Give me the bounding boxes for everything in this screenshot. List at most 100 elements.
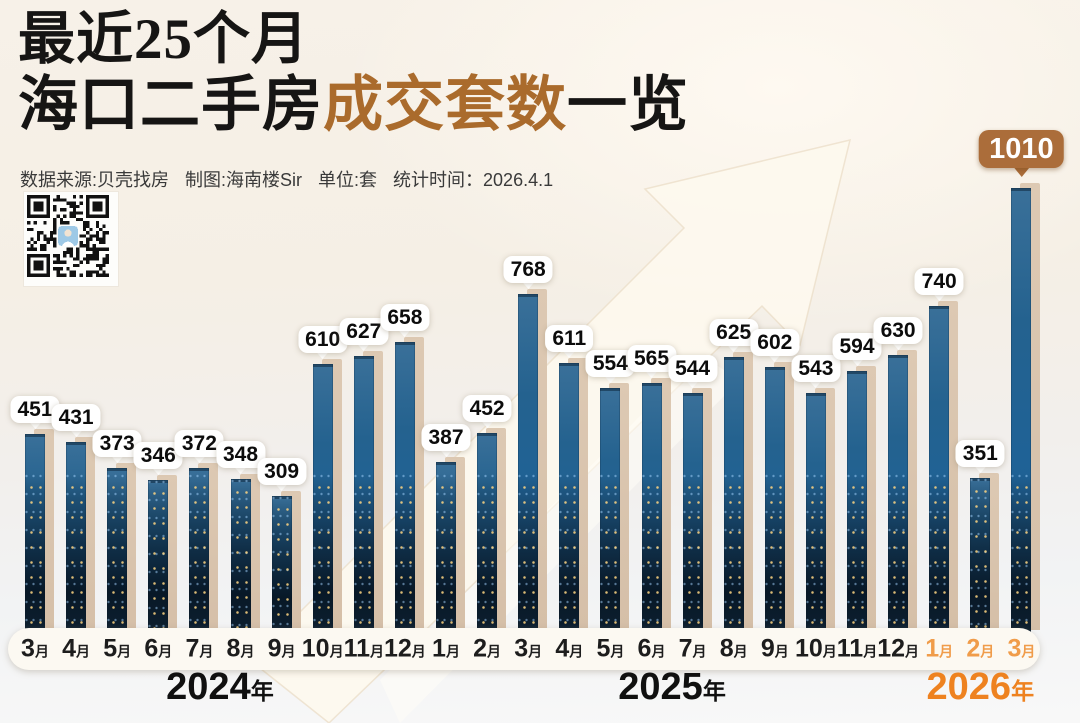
month-suffix: 月 bbox=[939, 643, 954, 660]
month-number: 12 bbox=[877, 634, 905, 663]
month-label: 8月 bbox=[227, 635, 255, 664]
bar-city-texture bbox=[312, 474, 333, 632]
month-label: 9月 bbox=[761, 635, 789, 664]
bar-value-label: 768 bbox=[503, 256, 553, 296]
month-number: 10 bbox=[301, 634, 330, 663]
bar-city-texture bbox=[1011, 474, 1032, 632]
bar-value-label: 351 bbox=[955, 440, 1005, 480]
month-suffix: 月 bbox=[34, 643, 49, 660]
month-label: 3月 bbox=[1007, 635, 1035, 664]
value-text: 346 bbox=[133, 442, 183, 469]
month-number: 2 bbox=[473, 634, 488, 663]
label-pointer bbox=[233, 466, 248, 481]
value-text: 452 bbox=[462, 395, 512, 422]
bar-city-texture bbox=[436, 474, 456, 632]
bar-value-label: 740 bbox=[914, 268, 964, 308]
bar bbox=[847, 371, 867, 632]
value-text: 740 bbox=[914, 268, 964, 295]
label-pointer bbox=[603, 375, 618, 390]
month-number: 1 bbox=[432, 634, 446, 663]
month-number: 9 bbox=[267, 634, 282, 663]
qr-code bbox=[24, 192, 118, 286]
bar bbox=[66, 442, 87, 632]
month-number: 2 bbox=[966, 634, 981, 663]
author-label: 制图:海南楼Sir bbox=[185, 170, 303, 190]
value-text: 768 bbox=[503, 256, 553, 283]
month-label: 4月 bbox=[555, 635, 583, 664]
month-number: 11 bbox=[343, 634, 371, 663]
bar-city-texture bbox=[723, 474, 744, 632]
month-label: 3月 bbox=[514, 635, 542, 664]
month-number: 11 bbox=[836, 634, 864, 663]
month-suffix: 月 bbox=[733, 643, 748, 660]
label-pointer bbox=[973, 465, 988, 480]
month-suffix: 月 bbox=[329, 643, 344, 660]
month-suffix: 月 bbox=[692, 643, 707, 660]
bar bbox=[1011, 188, 1032, 632]
bar-value-label: 373 bbox=[92, 430, 142, 470]
bar bbox=[764, 367, 785, 632]
bar-city-texture bbox=[641, 474, 662, 632]
bar bbox=[723, 357, 744, 632]
month-label: 2月 bbox=[966, 635, 994, 664]
month-number: 3 bbox=[514, 634, 529, 663]
bar bbox=[353, 356, 374, 632]
year-number: 2026 bbox=[926, 666, 1012, 708]
label-pointer bbox=[151, 467, 166, 482]
label-pointer bbox=[69, 429, 84, 444]
bar bbox=[230, 479, 251, 632]
label-pointer bbox=[27, 421, 42, 436]
year-label: 2024年 bbox=[166, 666, 274, 709]
month-number: 6 bbox=[637, 634, 652, 663]
bar bbox=[394, 342, 415, 632]
bar-city-texture bbox=[271, 496, 292, 632]
value-text: 602 bbox=[750, 329, 800, 356]
value-text: 544 bbox=[668, 355, 718, 382]
month-label: 6月 bbox=[144, 635, 172, 664]
year-number: 2025 bbox=[618, 666, 703, 708]
label-pointer bbox=[808, 380, 823, 395]
month-number: 7 bbox=[185, 634, 200, 663]
month-suffix: 月 bbox=[980, 643, 995, 660]
title-line2: 海口二手房成交套数一览 bbox=[18, 72, 689, 139]
label-pointer bbox=[274, 483, 289, 498]
year-suffix: 年 bbox=[1011, 678, 1035, 704]
page-title: 最近25个月 海口二手房成交套数一览 bbox=[18, 8, 689, 139]
month-suffix: 月 bbox=[569, 643, 584, 660]
month-suffix: 月 bbox=[774, 643, 789, 660]
label-pointer bbox=[685, 380, 700, 395]
value-text: 611 bbox=[545, 325, 594, 352]
value-text: 630 bbox=[873, 317, 923, 344]
bar-city-texture bbox=[518, 474, 539, 632]
bar bbox=[148, 480, 169, 632]
bar-city-texture bbox=[107, 474, 128, 632]
month-label: 7月 bbox=[679, 635, 707, 664]
month-suffix: 月 bbox=[863, 643, 878, 660]
month-suffix: 月 bbox=[281, 643, 296, 660]
month-number: 12 bbox=[383, 634, 412, 663]
month-suffix: 月 bbox=[411, 643, 426, 660]
bar-value-label: 544 bbox=[668, 355, 718, 395]
bar-city-texture bbox=[682, 474, 703, 632]
bar bbox=[25, 434, 45, 632]
month-suffix: 月 bbox=[651, 643, 666, 660]
year-suffix: 年 bbox=[702, 678, 726, 704]
bar bbox=[312, 364, 333, 632]
value-text: 309 bbox=[257, 458, 307, 485]
value-text: 372 bbox=[174, 430, 224, 457]
month-number: 8 bbox=[719, 634, 734, 663]
month-suffix: 月 bbox=[1021, 643, 1036, 660]
bar bbox=[189, 468, 210, 632]
month-number: 10 bbox=[794, 634, 823, 663]
bar-city-texture bbox=[805, 474, 826, 632]
bar-city-texture bbox=[148, 480, 169, 632]
bar bbox=[559, 363, 580, 632]
bar-city-texture bbox=[764, 474, 785, 632]
bar bbox=[682, 393, 703, 632]
value-text: 1010 bbox=[979, 130, 1064, 168]
bar-value-label: 372 bbox=[174, 430, 224, 470]
value-text: 658 bbox=[380, 304, 430, 331]
label-pointer bbox=[644, 370, 659, 385]
month-label: 3月 bbox=[21, 635, 49, 664]
month-suffix: 月 bbox=[487, 643, 502, 660]
